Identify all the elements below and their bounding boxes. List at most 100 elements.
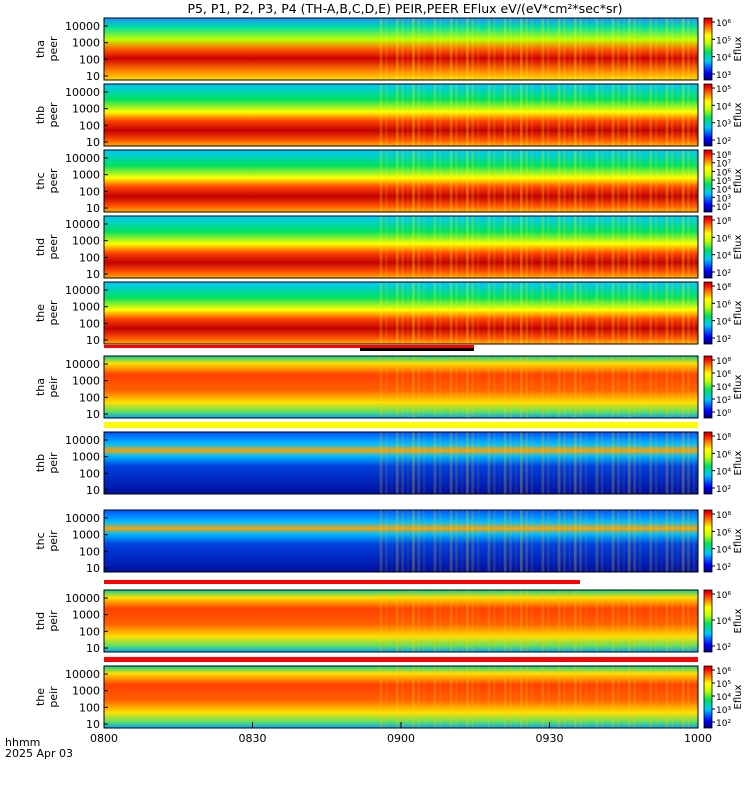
x-tick-label: 0830 <box>239 732 267 745</box>
activity-stripe <box>557 84 561 146</box>
activity-stripe <box>476 282 480 344</box>
activity-stripe <box>552 590 555 652</box>
activity-stripe <box>439 216 442 278</box>
activity-stripe <box>406 666 410 728</box>
activity-stripe <box>525 510 529 572</box>
panel-probe-label: the <box>34 688 47 706</box>
activity-stripe <box>627 432 631 494</box>
activity-stripe <box>557 666 561 728</box>
activity-stripe <box>509 666 512 728</box>
activity-stripe <box>406 356 410 418</box>
colorbar-tick-label: 10² <box>716 643 731 653</box>
panel-frame <box>103 215 699 279</box>
activity-stripe <box>417 356 421 418</box>
activity-stripe <box>412 666 415 728</box>
activity-stripe <box>422 432 426 494</box>
activity-stripe <box>455 666 458 728</box>
activity-stripe <box>487 150 491 212</box>
activity-stripe <box>460 590 464 652</box>
activity-stripe <box>665 150 669 212</box>
panel-probe-label: thb <box>34 106 47 124</box>
activity-stripe <box>546 590 550 652</box>
activity-stripe <box>465 18 469 80</box>
activity-stripe <box>552 18 555 80</box>
activity-stripe <box>595 84 599 146</box>
activity-stripe <box>692 510 696 572</box>
activity-stripe <box>460 510 464 572</box>
y-tick-label: 100 <box>79 53 100 66</box>
activity-stripe <box>439 432 442 494</box>
y-tick-label: 1000 <box>72 37 100 50</box>
activity-stripe <box>444 510 447 572</box>
colorbar-tick-label: 10⁵ <box>716 85 731 95</box>
activity-stripe <box>503 216 507 278</box>
activity-stripe <box>385 18 388 80</box>
activity-stripe <box>455 84 458 146</box>
colorbar-tick-label: 10⁶ <box>716 667 731 677</box>
activity-stripe <box>654 84 658 146</box>
activity-stripe <box>573 84 577 146</box>
activity-stripe <box>465 216 469 278</box>
activity-stripe <box>573 282 577 344</box>
activity-stripe <box>649 590 653 652</box>
activity-stripe <box>455 216 458 278</box>
activity-stripe <box>671 84 674 146</box>
activity-stripe <box>406 216 410 278</box>
colorbar-tick-label: 10³ <box>716 71 731 81</box>
activity-stripe <box>509 18 512 80</box>
activity-stripe <box>649 150 653 212</box>
colorbar-label: Eflux <box>733 234 744 259</box>
activity-stripe <box>584 150 588 212</box>
activity-stripe <box>546 150 550 212</box>
activity-stripe <box>401 216 404 278</box>
activity-stripe <box>530 432 534 494</box>
y-tick-label: 100 <box>79 391 100 404</box>
activity-stripe <box>627 150 631 212</box>
colorbar-scale <box>703 589 713 653</box>
activity-stripe <box>692 18 696 80</box>
activity-stripe <box>465 590 469 652</box>
activity-stripe <box>692 84 696 146</box>
activity-stripe <box>622 84 626 146</box>
activity-stripe <box>617 84 620 146</box>
activity-stripe <box>681 356 685 418</box>
spectrogram-panel-the-peir: 10 100 1000 10000 the peir 10⁶ 10⁵ 10⁴ 10³ 10²Eflu… <box>34 665 744 731</box>
colorbar-scale <box>703 355 713 419</box>
activity-stripe <box>611 432 615 494</box>
time-axis-label: hhmm <box>5 736 40 749</box>
activity-stripe <box>649 510 653 572</box>
activity-stripe <box>622 666 626 728</box>
activity-stripe <box>519 18 523 80</box>
activity-stripe <box>476 432 480 494</box>
activity-stripe <box>595 216 599 278</box>
activity-stripe <box>692 282 696 344</box>
activity-stripe <box>460 18 464 80</box>
activity-stripe <box>439 666 442 728</box>
activity-stripe <box>455 150 458 212</box>
activity-stripe <box>530 216 534 278</box>
activity-stripe <box>530 666 534 728</box>
activity-stripe <box>385 666 388 728</box>
activity-stripe <box>600 282 604 344</box>
activity-stripe <box>390 18 393 80</box>
activity-stripe <box>579 590 582 652</box>
activity-stripe <box>622 150 626 212</box>
activity-stripe <box>444 432 447 494</box>
activity-stripe <box>584 432 588 494</box>
activity-stripe <box>606 432 609 494</box>
colorbar-scale <box>703 281 713 345</box>
spectrogram-image <box>104 84 698 146</box>
colorbar-scale <box>703 149 713 213</box>
date-label: 2025 Apr 03 <box>5 747 73 760</box>
activity-stripe <box>563 150 566 212</box>
activity-stripe <box>455 432 458 494</box>
activity-stripe <box>503 590 507 652</box>
activity-stripe <box>455 510 458 572</box>
activity-stripe <box>563 666 566 728</box>
activity-stripe <box>600 84 604 146</box>
activity-stripe <box>390 282 393 344</box>
